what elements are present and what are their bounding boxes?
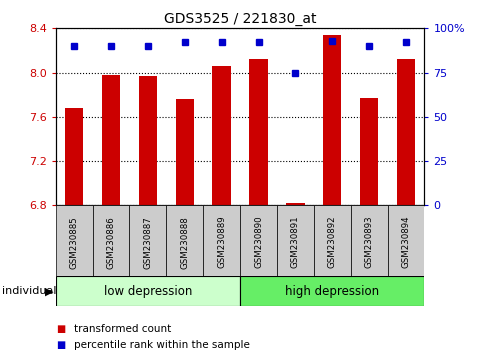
Text: GSM230893: GSM230893 xyxy=(364,216,373,268)
Bar xyxy=(166,205,203,276)
Text: GSM230890: GSM230890 xyxy=(254,216,262,268)
Bar xyxy=(313,205,350,276)
Text: high depression: high depression xyxy=(285,285,378,298)
Text: GSM230888: GSM230888 xyxy=(180,216,189,269)
Bar xyxy=(175,99,194,205)
Bar xyxy=(56,205,92,276)
Bar xyxy=(203,205,240,276)
Bar xyxy=(359,98,378,205)
Bar xyxy=(322,35,341,205)
Text: GSM230887: GSM230887 xyxy=(143,216,152,269)
Text: ▶: ▶ xyxy=(45,286,53,296)
Text: individual: individual xyxy=(2,286,57,296)
Bar xyxy=(212,66,230,205)
Bar xyxy=(240,276,424,306)
Text: GSM230891: GSM230891 xyxy=(290,216,299,268)
Text: GSM230894: GSM230894 xyxy=(401,216,409,268)
Bar xyxy=(387,205,424,276)
Bar xyxy=(249,59,267,205)
Text: low depression: low depression xyxy=(104,285,192,298)
Text: transformed count: transformed count xyxy=(74,324,171,333)
Bar xyxy=(56,276,240,306)
Bar xyxy=(286,203,304,205)
Bar xyxy=(240,205,276,276)
Bar xyxy=(396,59,414,205)
Text: GSM230885: GSM230885 xyxy=(70,216,78,269)
Text: GSM230892: GSM230892 xyxy=(327,216,336,268)
Text: GSM230886: GSM230886 xyxy=(106,216,115,269)
Bar xyxy=(276,205,313,276)
Bar xyxy=(102,75,120,205)
Text: GSM230889: GSM230889 xyxy=(217,216,226,268)
Bar xyxy=(65,108,83,205)
Text: percentile rank within the sample: percentile rank within the sample xyxy=(74,340,250,350)
Title: GDS3525 / 221830_at: GDS3525 / 221830_at xyxy=(164,12,316,26)
Bar xyxy=(92,205,129,276)
Bar xyxy=(350,205,387,276)
Bar xyxy=(138,76,157,205)
Bar xyxy=(129,205,166,276)
Text: ■: ■ xyxy=(56,340,65,350)
Text: ■: ■ xyxy=(56,324,65,333)
